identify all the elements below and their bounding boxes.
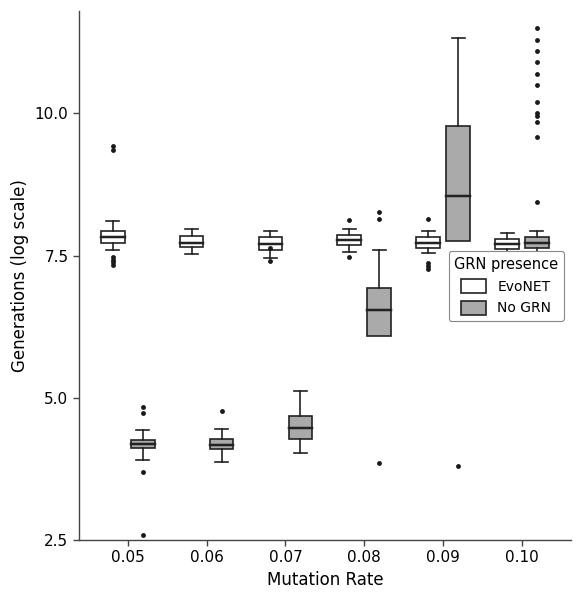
Bar xyxy=(131,440,155,448)
Bar xyxy=(525,237,549,248)
Legend: EvoNET, No GRN: EvoNET, No GRN xyxy=(449,251,564,321)
Y-axis label: Generations (log scale): Generations (log scale) xyxy=(11,179,29,372)
Bar xyxy=(101,231,125,242)
Bar xyxy=(416,237,440,248)
Bar xyxy=(258,238,282,250)
Bar xyxy=(495,239,519,249)
Bar xyxy=(289,416,313,439)
X-axis label: Mutation Rate: Mutation Rate xyxy=(267,571,383,589)
Bar xyxy=(210,439,233,449)
Bar xyxy=(446,126,470,241)
Bar xyxy=(338,235,361,245)
Bar xyxy=(180,236,204,247)
Bar xyxy=(367,288,391,337)
